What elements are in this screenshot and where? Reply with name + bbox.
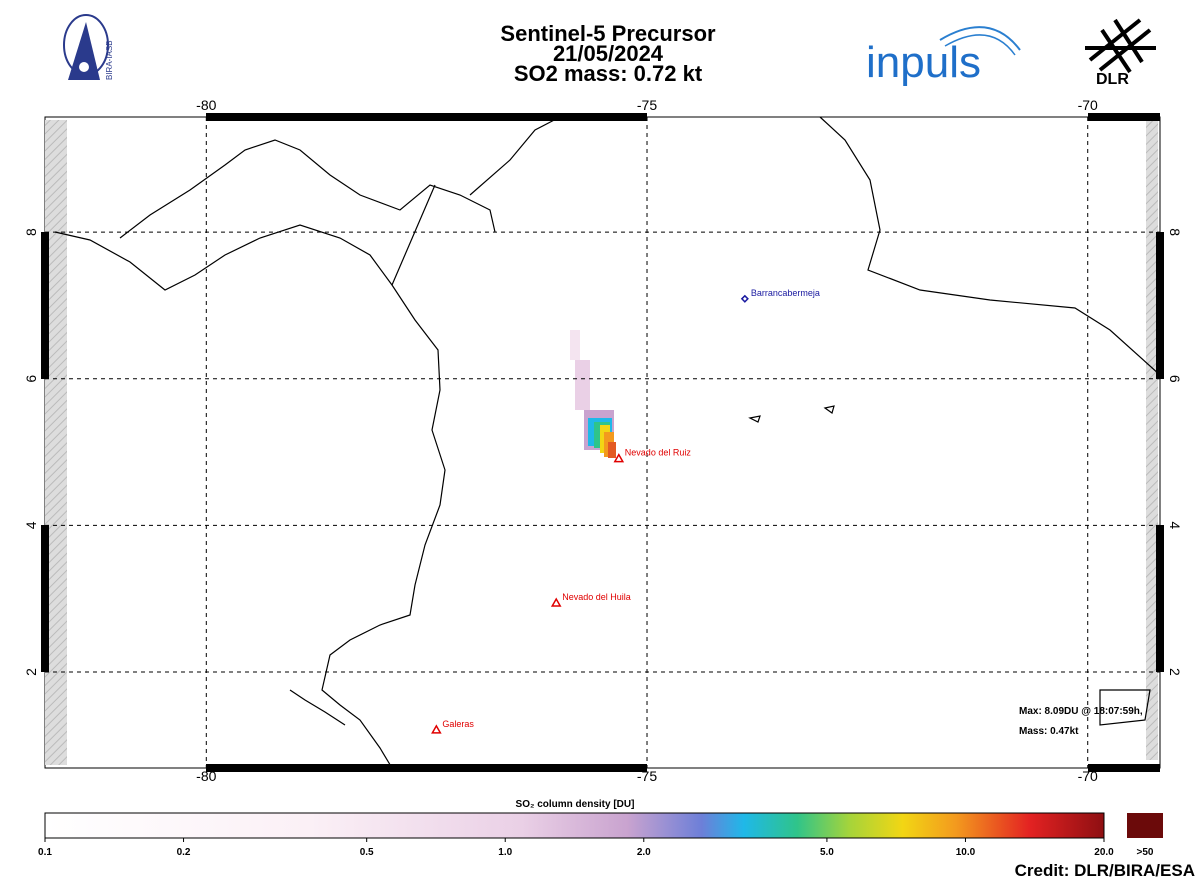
so2-plume <box>570 330 616 458</box>
lon-tick-label: -70 <box>1078 97 1098 113</box>
lon-tick-label: -75 <box>637 97 657 113</box>
place-marker <box>740 294 749 303</box>
lon-tick-label: -75 <box>637 768 657 784</box>
colorbar-title: SO₂ column density [DU] <box>516 799 635 810</box>
lon-tick-label: -80 <box>196 768 216 784</box>
colorbar-tick-label: 2.0 <box>637 847 651 858</box>
colorbar-tick-label: >50 <box>1137 847 1154 858</box>
map <box>41 113 1164 772</box>
lat-tick-label: 8 <box>1167 228 1183 236</box>
colorbar-tick-label: 5.0 <box>820 847 834 858</box>
inpuls-logo: inpuls <box>866 26 1021 87</box>
colorbar-tick-label: 0.5 <box>360 847 374 858</box>
bira-logo: BIRA-IASB <box>63 14 114 80</box>
lat-tick-label: 6 <box>1167 375 1183 383</box>
no-data <box>1146 120 1158 760</box>
lon-tick-label: -70 <box>1078 768 1098 784</box>
place-marker <box>550 597 562 607</box>
frame-scale <box>41 113 1164 772</box>
lat-tick-label: 8 <box>23 228 39 236</box>
title-line: 21/05/2024 <box>553 41 664 66</box>
lat-tick-label: 2 <box>23 668 39 676</box>
lat-tick-label: 2 <box>1167 668 1183 676</box>
place-marker <box>431 724 442 734</box>
annotation: Max: 8.09DU @ 18:07:59h, <box>1019 706 1143 717</box>
logo-text: DLR <box>1096 71 1129 88</box>
place-label: Barrancabermeja <box>751 288 820 298</box>
colorbar-tick-label: 0.2 <box>177 847 191 858</box>
place-label: Nevado del Ruiz <box>625 448 692 458</box>
title-line: SO2 mass: 0.72 kt <box>514 61 703 86</box>
title-line: Sentinel-5 Precursor <box>500 21 716 46</box>
lon-tick-label: -80 <box>196 97 216 113</box>
place-label: Galeras <box>442 719 474 729</box>
place-marker <box>613 453 625 463</box>
credit: Credit: DLR/BIRA/ESA <box>1015 861 1195 880</box>
lat-tick-label: 6 <box>23 375 39 383</box>
colorbar-tick-label: 0.1 <box>38 847 52 858</box>
colorbar <box>44 812 1105 839</box>
lat-tick-label: 4 <box>1167 521 1183 529</box>
coastline <box>54 116 1161 769</box>
colorbar-overflow <box>1127 813 1163 838</box>
logo-text: BIRA-IASB <box>105 40 114 80</box>
lat-tick-label: 4 <box>23 521 39 529</box>
colorbar-tick-label: 1.0 <box>498 847 512 858</box>
annotation: Mass: 0.47kt <box>1019 726 1079 737</box>
place-label: Nevado del Huila <box>562 592 631 602</box>
dlr-logo: DLR <box>1085 18 1156 88</box>
colorbar-tick-label: 20.0 <box>1094 847 1114 858</box>
colorbar-tick-label: 10.0 <box>956 847 976 858</box>
logo-text: inpuls <box>866 38 981 87</box>
no-data <box>45 120 67 765</box>
